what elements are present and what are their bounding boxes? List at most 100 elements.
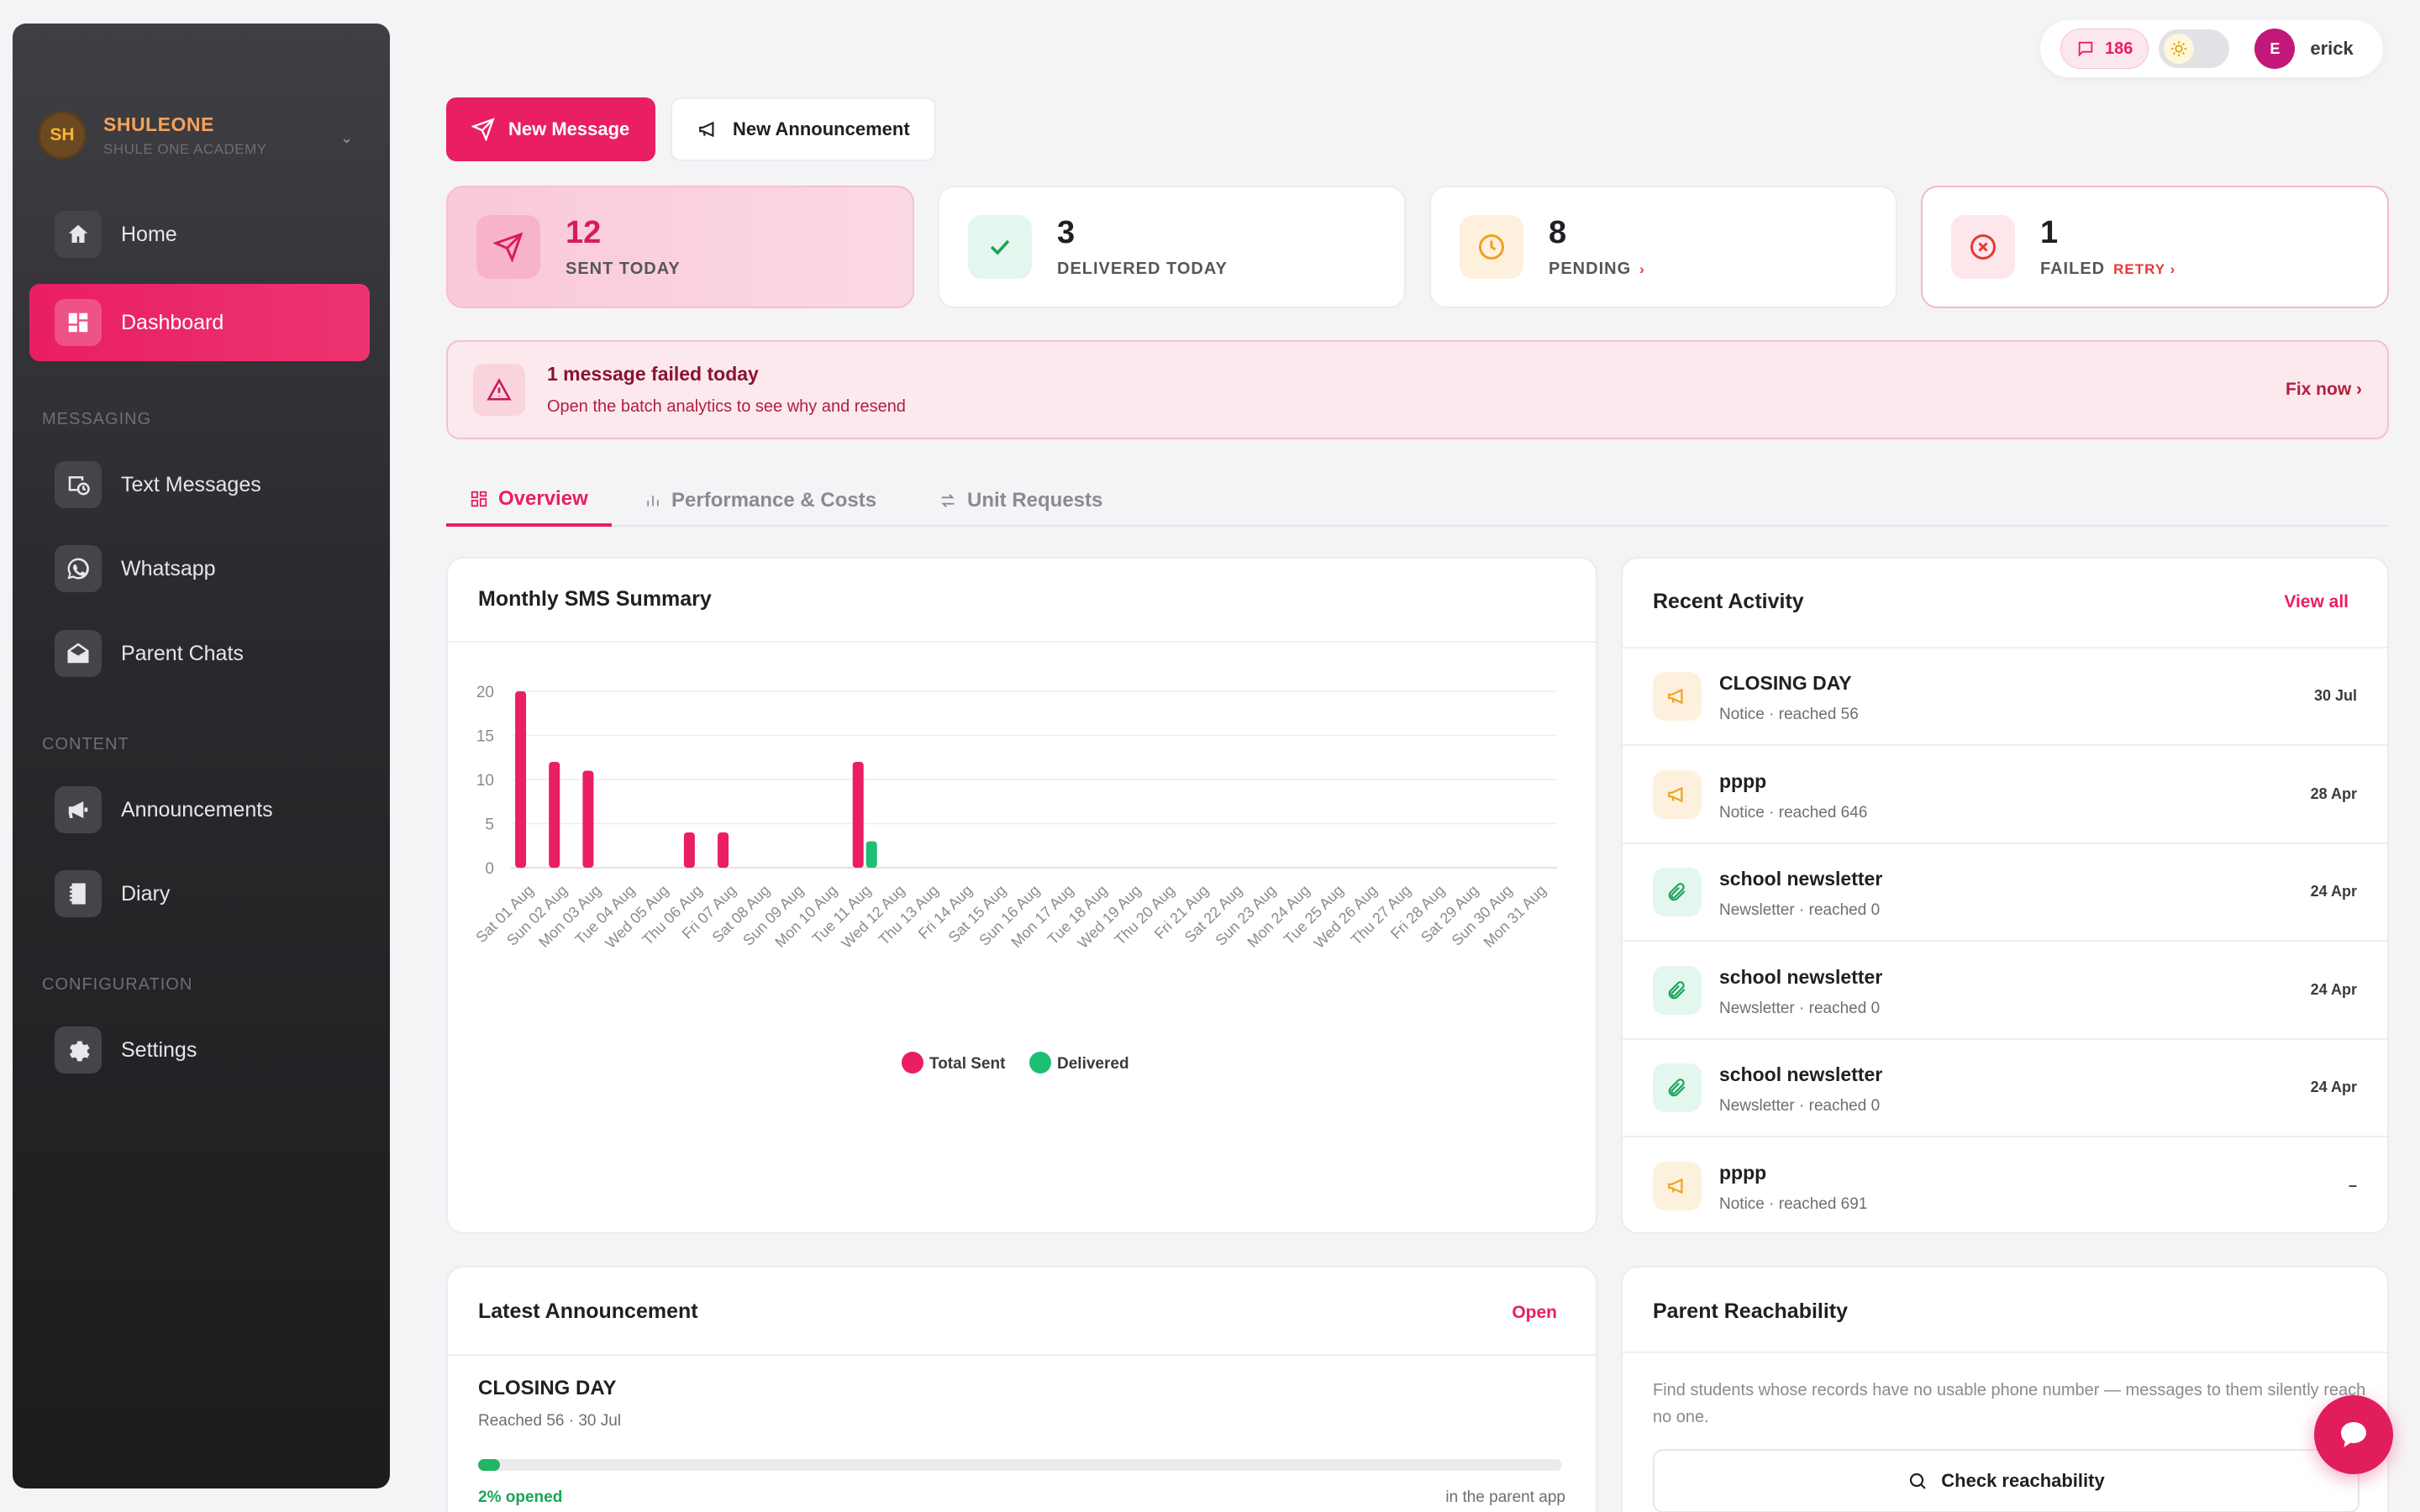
y-tick-label: 15 [476,728,494,746]
brand-name: SHULEONE [103,113,214,135]
chat-icon [2078,41,2093,57]
bar-total-sent [549,762,560,868]
sidebar-item-whatsapp[interactable]: Whatsapp [29,530,370,607]
grid-icon [471,491,487,507]
activity-item[interactable]: school newsletter Newsletter · reached 0 2… [1623,844,2387,942]
parent-reachability-panel: Parent Reachability Find students whose … [1621,1266,2389,1512]
panel-title: Recent Activity [1653,590,1804,613]
sidebar-item-text-messages[interactable]: Text Messages [29,446,370,523]
activity-item[interactable]: pppp Notice · reached 646 28 Apr [1623,747,2387,844]
sidebar-item-home[interactable]: Home [29,196,370,273]
sms-bar-chart: 0 5 10 15 20 Sat 01 Aug Sun 02 Aug Mon 03 Aug Tu… [448,643,1596,1163]
dashboard-icon [55,299,102,346]
tab-unit-requests[interactable]: Unit Requests [939,475,1102,527]
sidebar-item-label: Home [121,222,177,246]
user-name[interactable]: erick [2310,38,2354,59]
sidebar-item-label: Whatsapp [121,556,216,580]
sidebar-item-label: Dashboard [121,310,224,334]
sidebar-item-label: Diary [121,881,171,906]
open-announcement-link[interactable]: Open [1512,1303,1557,1322]
brand-avatar: SH [38,111,87,160]
activity-date: 24 Apr [2310,883,2357,900]
sidebar: SH SHULEONE SHULE ONE ACADEMY ⌄ Home Das… [13,24,390,1488]
chat-support-button[interactable] [2314,1395,2393,1474]
activity-subtitle: Notice · reached 646 [1719,803,1868,822]
check-reachability-button[interactable]: Check reachability [1653,1449,2360,1512]
sidebar-item-parent-chats[interactable]: Parent Chats [29,615,370,692]
section-label-content: CONTENT [42,735,129,753]
new-message-label: New Message [508,118,630,139]
stat-card-failed[interactable]: 1 FAILED RETRY › [1921,186,2389,308]
bar-total-sent [718,832,729,868]
recent-activity-panel: Recent Activity View all CLOSING DAY Noti… [1621,557,2389,1234]
stat-label: PENDING › [1549,260,1645,278]
legend-swatch [902,1052,923,1074]
user-avatar[interactable]: E [2254,29,2296,69]
sidebar-item-label: Text Messages [121,472,261,496]
check-icon [968,215,1032,279]
bar-delivered [865,841,877,868]
activity-date: 24 Apr [2310,980,2357,998]
activity-title: CLOSING DAY [1719,672,1852,694]
new-message-button[interactable]: New Message [446,97,655,161]
activity-title: school newsletter [1719,868,1883,890]
sidebar-item-diary[interactable]: Diary [29,855,370,932]
activity-subtitle: Newsletter · reached 0 [1719,999,1881,1017]
sidebar-item-label: Parent Chats [121,641,244,665]
tab-overview[interactable]: Overview [446,475,612,527]
megaphone-icon [55,786,102,833]
view-all-link[interactable]: View all [2284,592,2349,612]
sun-icon [2164,34,2195,64]
activity-item[interactable]: school newsletter Newsletter · reached 0 2… [1623,1040,2387,1137]
new-announcement-button[interactable]: New Announcement [671,97,936,161]
send-icon [476,215,540,279]
send-icon [471,118,495,141]
brand-subtitle: SHULE ONE ACADEMY [103,140,267,157]
alert-title: 1 message failed today [547,363,759,385]
activity-date: 28 Apr [2310,785,2357,802]
pending-link[interactable]: › [1639,261,1645,277]
announcement-name: CLOSING DAY [478,1377,617,1399]
tab-bar: Overview Performance & Costs Unit Reques… [446,475,2389,527]
stat-label: SENT TODAY [566,260,681,278]
monthly-summary-panel: Monthly SMS Summary 0 5 10 15 20 Sat 01 Aug Su… [446,557,1597,1234]
paperclip-icon [1653,868,1702,916]
sidebar-item-label: Announcements [121,797,273,822]
latest-announcement-panel: Latest Announcement Open CLOSING DAY Rea… [446,1266,1597,1512]
theme-toggle[interactable] [2159,29,2230,68]
fix-now-link[interactable]: Fix now › [2286,380,2362,399]
activity-item[interactable]: pppp Notice · reached 691 – [1623,1138,2387,1236]
new-announcement-label: New Announcement [733,118,910,139]
y-tick-label: 5 [485,816,494,834]
activity-subtitle: Newsletter · reached 0 [1719,1097,1881,1115]
swap-icon [941,494,955,507]
sidebar-item-dashboard[interactable]: Dashboard [29,284,370,361]
activity-item[interactable]: CLOSING DAY Notice · reached 56 30 Jul [1623,648,2387,746]
section-label-messaging: MESSAGING [42,410,152,428]
panel-title: Latest Announcement [478,1299,698,1323]
sidebar-item-announcements[interactable]: Announcements [29,771,370,848]
activity-item[interactable]: school newsletter Newsletter · reached 0 2… [1623,942,2387,1040]
activity-date: 30 Jul [2313,687,2357,704]
stat-card-delivered[interactable]: 3 DELIVERED TODAY [938,186,1406,308]
legend-label: Total Sent [929,1055,1006,1073]
home-icon [55,211,102,258]
stat-card-sent[interactable]: 12 SENT TODAY [446,186,914,308]
x-circle-icon [1951,215,2015,279]
activity-title: school newsletter [1719,965,1883,988]
bar-total-sent [515,691,527,868]
retry-link[interactable]: RETRY › [2113,261,2176,277]
stat-value: 12 [566,215,602,250]
tab-performance-costs[interactable]: Performance & Costs [644,475,876,527]
y-tick-label: 0 [485,860,494,878]
chevron-down-icon[interactable]: ⌄ [340,129,354,146]
activity-title: pppp [1719,1161,1767,1184]
reachability-description: Find students whose records have no usab… [1653,1381,2366,1426]
brand[interactable]: SH SHULEONE SHULE ONE ACADEMY [38,111,267,160]
opened-where: in the parent app [1445,1488,1565,1506]
open-rate-fill [478,1459,500,1471]
message-count-pill[interactable]: 186 [2060,29,2149,69]
stat-card-pending[interactable]: 8 PENDING › [1429,186,1897,308]
sidebar-item-settings[interactable]: Settings [29,1011,370,1089]
sms-icon [55,461,102,508]
